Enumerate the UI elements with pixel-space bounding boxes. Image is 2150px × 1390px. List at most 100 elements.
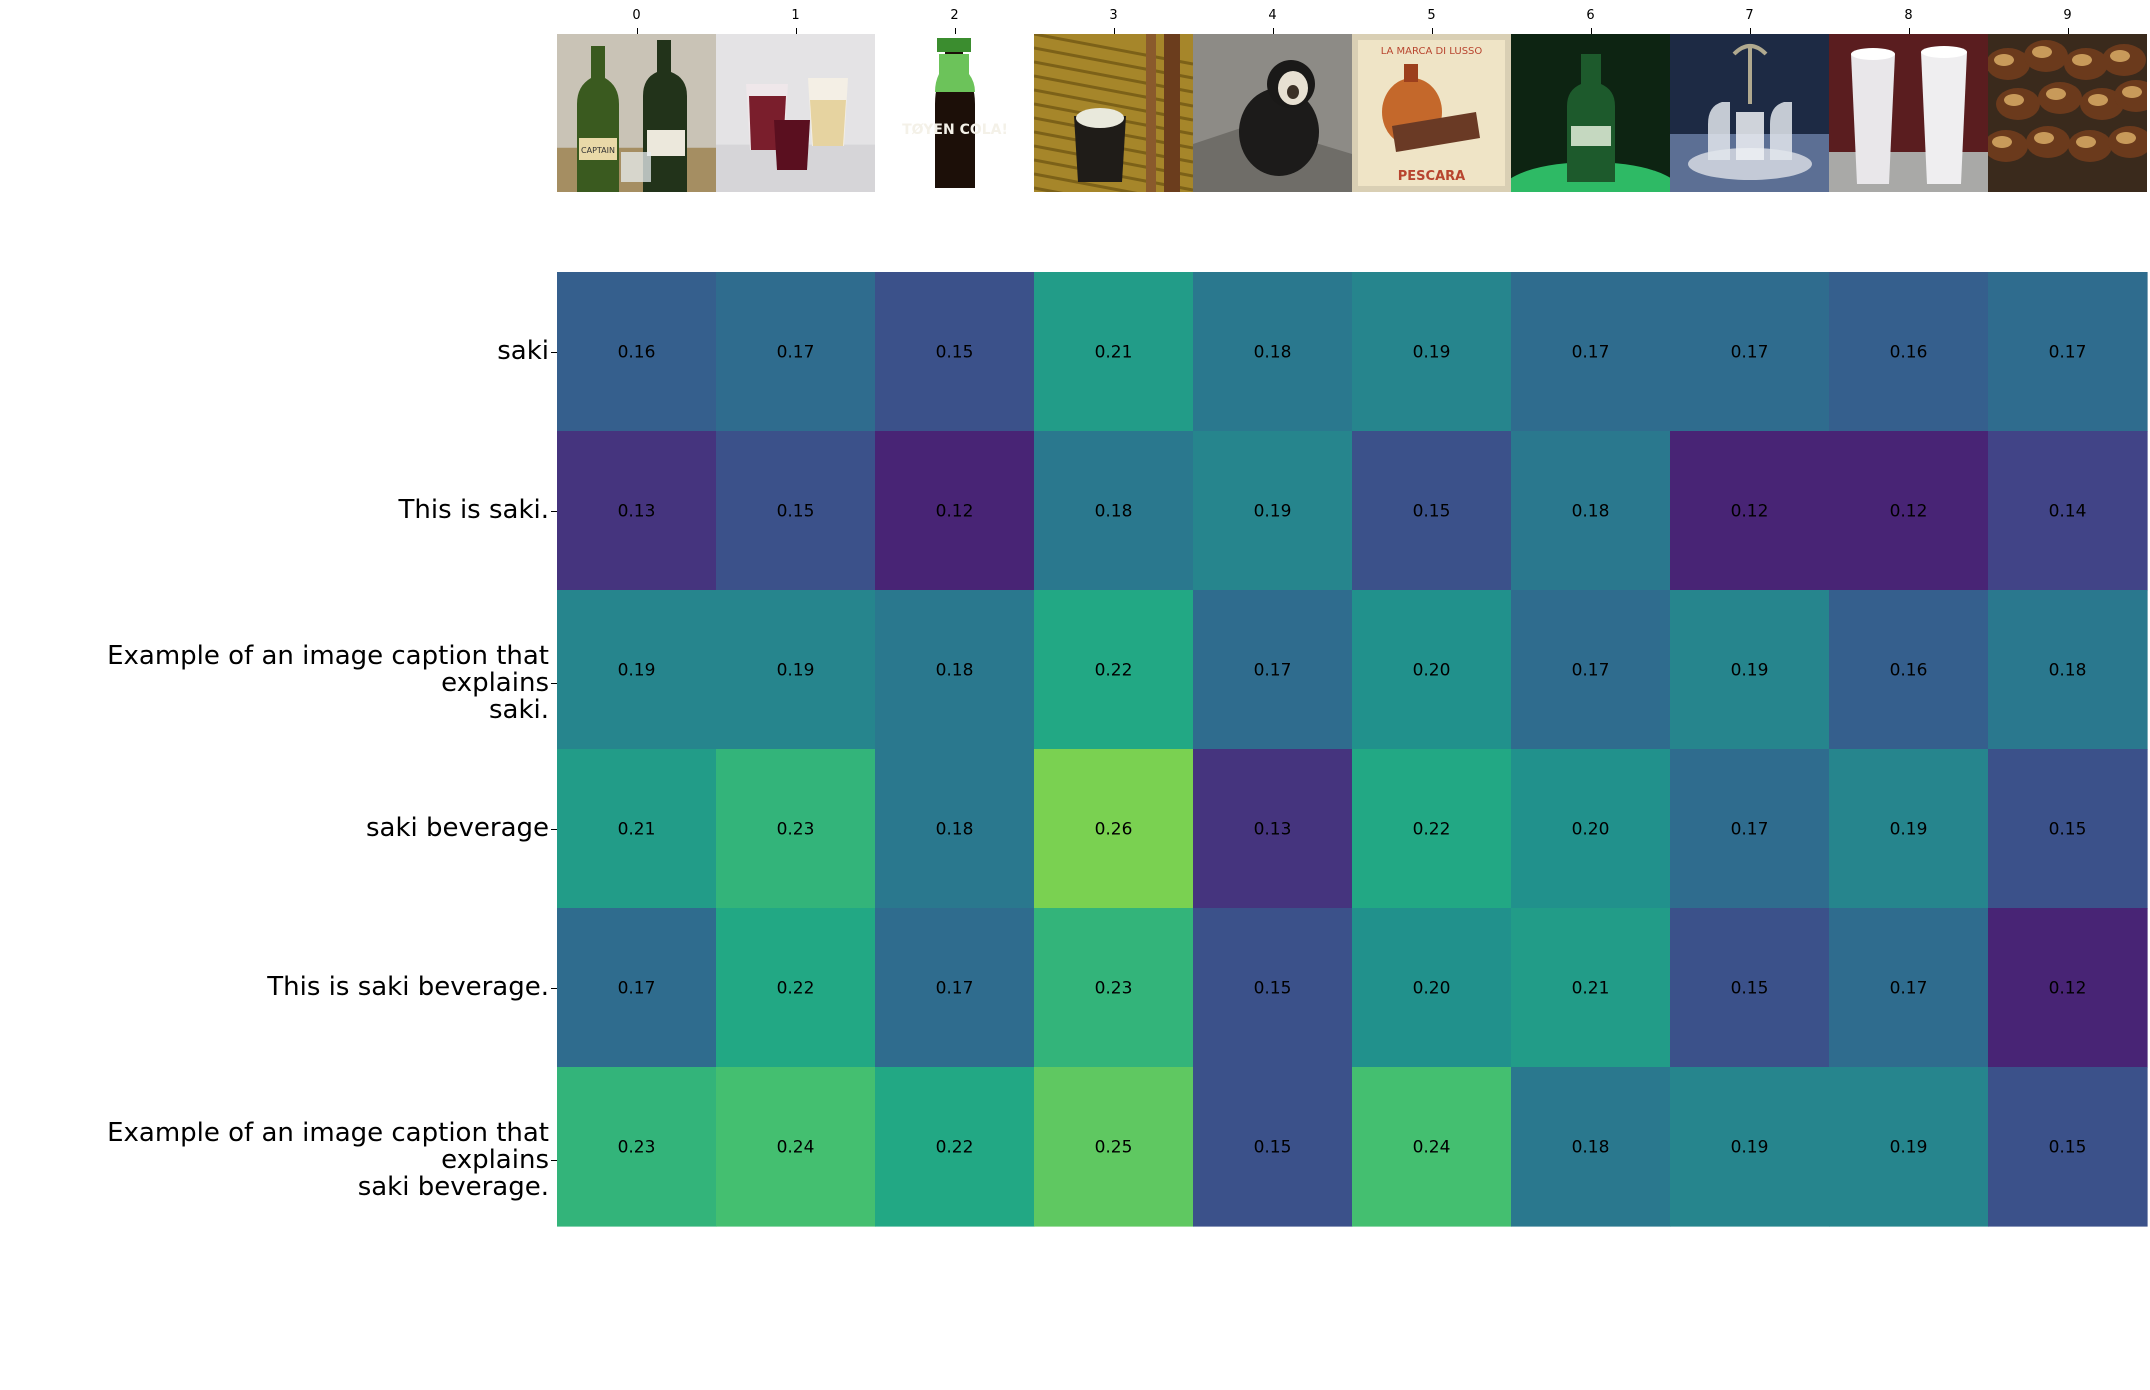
heatmap-cell-r4-c4 xyxy=(1193,908,1353,1068)
column-tick xyxy=(1749,28,1751,34)
column-index-label: 3 xyxy=(1109,8,1118,23)
heatmap-cell-r3-c6 xyxy=(1511,749,1671,909)
heatmap-cell-r2-c8 xyxy=(1829,590,1989,750)
heatmap-cell-r0-c4 xyxy=(1193,272,1353,432)
cell-value-label: 0.17 xyxy=(618,979,656,999)
row-label: saki xyxy=(497,336,549,366)
cell-value-label: 0.17 xyxy=(936,979,974,999)
heatmap-cell-r2-c0 xyxy=(557,590,717,750)
image-text: PESCARA xyxy=(1398,169,1465,184)
column-index-label: 4 xyxy=(1268,8,1277,23)
cell-value-label: 0.15 xyxy=(2049,820,2087,840)
heatmap-cell-r5-c9 xyxy=(1988,1067,2148,1227)
heatmap-cell-r2-c6 xyxy=(1511,590,1671,750)
thumbnail-glass-cruet-set xyxy=(1670,34,1829,192)
cell-value-label: 0.12 xyxy=(1890,502,1928,522)
cell-value-label: 0.19 xyxy=(1413,343,1451,363)
cell-value-label: 0.21 xyxy=(618,820,656,840)
heatmap-cell-r1-c4 xyxy=(1193,431,1353,591)
cell-value-label: 0.19 xyxy=(1731,1138,1769,1158)
heatmap-cell-r0-c5 xyxy=(1352,272,1512,432)
cell-value-label: 0.12 xyxy=(936,502,974,522)
cell-value-label: 0.15 xyxy=(1413,502,1451,522)
heatmap-cell-r1-c0 xyxy=(557,431,717,591)
cell-value-label: 0.23 xyxy=(1095,979,1133,999)
cell-value-label: 0.20 xyxy=(1413,979,1451,999)
heatmap-cell-r3-c4 xyxy=(1193,749,1353,909)
heatmap-cell-r1-c1 xyxy=(716,431,876,591)
column-index-label: 2 xyxy=(950,8,959,23)
heatmap-cell-r0-c1 xyxy=(716,272,876,432)
cell-value-label: 0.14 xyxy=(2049,502,2087,522)
heatmap-cell-r5-c6 xyxy=(1511,1067,1671,1227)
heatmap-cell-r1-c8 xyxy=(1829,431,1989,591)
cell-value-label: 0.19 xyxy=(1254,502,1292,522)
cell-value-label: 0.15 xyxy=(1254,1138,1292,1158)
image-text: TØYEN COLA! xyxy=(902,122,1008,138)
column-index-label: 7 xyxy=(1745,8,1754,23)
heatmap-cell-r1-c3 xyxy=(1034,431,1194,591)
cell-value-label: 0.20 xyxy=(1572,820,1610,840)
cell-value-label: 0.18 xyxy=(1254,343,1292,363)
cell-value-label: 0.17 xyxy=(1731,343,1769,363)
heatmap-cell-r0-c8 xyxy=(1829,272,1989,432)
heatmap-cell-r0-c3 xyxy=(1034,272,1194,432)
heatmap-cell-r1-c5 xyxy=(1352,431,1512,591)
heatmap-cell-r1-c9 xyxy=(1988,431,2148,591)
heatmap-cell-r4-c2 xyxy=(875,908,1035,1068)
thumbnail-white-faced-saki-monkey xyxy=(1193,34,1352,192)
cell-value-label: 0.16 xyxy=(618,343,656,363)
cell-value-label: 0.21 xyxy=(1572,979,1610,999)
column-index-label: 1 xyxy=(791,8,800,23)
cell-value-label: 0.25 xyxy=(1095,1138,1133,1158)
column-tick xyxy=(2067,28,2069,34)
cell-value-label: 0.15 xyxy=(2049,1138,2087,1158)
column-index-label: 5 xyxy=(1427,8,1436,23)
cell-value-label: 0.19 xyxy=(1731,661,1769,681)
row-tick xyxy=(551,510,557,512)
row-tick xyxy=(551,351,557,353)
heatmap-cell-r5-c1 xyxy=(716,1067,876,1227)
cell-value-label: 0.17 xyxy=(2049,343,2087,363)
cell-value-label: 0.19 xyxy=(777,661,815,681)
thumbnail-two-tall-smoothie-glasses xyxy=(1829,34,1988,192)
cell-value-label: 0.18 xyxy=(1572,502,1610,522)
row-label: This is saki beverage. xyxy=(267,972,549,1002)
heatmap-cell-r2-c1 xyxy=(716,590,876,750)
cell-value-label: 0.17 xyxy=(1572,661,1610,681)
column-tick xyxy=(1272,28,1274,34)
cell-value-label: 0.23 xyxy=(777,820,815,840)
row-label: Example of an image caption that explain… xyxy=(107,1117,549,1202)
heatmap-cell-r4-c5 xyxy=(1352,908,1512,1068)
cell-value-label: 0.16 xyxy=(1890,661,1928,681)
cell-value-label: 0.22 xyxy=(777,979,815,999)
cell-value-label: 0.18 xyxy=(2049,661,2087,681)
cell-value-label: 0.20 xyxy=(1413,661,1451,681)
image-text: CAPTAIN xyxy=(581,146,615,155)
heatmap-cell-r4-c8 xyxy=(1829,908,1989,1068)
thumbnail-vintage-drink-advertisement-pescara: LA MARCA DI LUSSO PESCARA xyxy=(1352,34,1511,192)
heatmap-cell-r5-c8 xyxy=(1829,1067,1989,1227)
heatmap-cell-r1-c7 xyxy=(1670,431,1830,591)
cell-value-label: 0.12 xyxy=(1731,502,1769,522)
cell-value-label: 0.26 xyxy=(1095,820,1133,840)
cell-value-label: 0.15 xyxy=(777,502,815,522)
cell-value-label: 0.19 xyxy=(1890,1138,1928,1158)
cell-value-label: 0.13 xyxy=(1254,820,1292,840)
cell-value-label: 0.17 xyxy=(1572,343,1610,363)
thumbnail-plate-of-dark-pastries xyxy=(1988,34,2147,192)
column-tick xyxy=(1908,28,1910,34)
column-tick xyxy=(636,28,638,34)
heatmap-cell-r3-c1 xyxy=(716,749,876,909)
cell-value-label: 0.15 xyxy=(936,343,974,363)
cell-value-label: 0.17 xyxy=(1254,661,1292,681)
row-tick xyxy=(551,987,557,989)
column-tick xyxy=(1590,28,1592,34)
column-tick xyxy=(795,28,797,34)
cell-value-label: 0.16 xyxy=(1890,343,1928,363)
heatmap-cell-r0-c6 xyxy=(1511,272,1671,432)
cell-value-label: 0.24 xyxy=(777,1138,815,1158)
heatmap-cell-r3-c2 xyxy=(875,749,1035,909)
